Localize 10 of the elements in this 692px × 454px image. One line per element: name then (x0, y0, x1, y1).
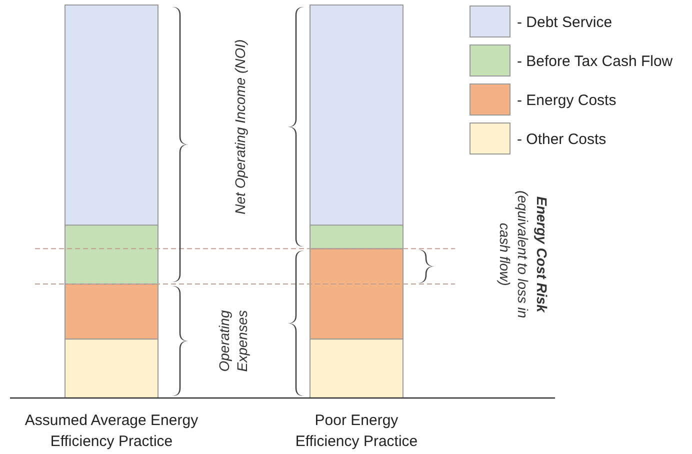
legend-label: - Before Tax Cash Flow (517, 53, 673, 70)
text: (equivalent to loss in cash flow) (497, 190, 531, 318)
x-tick-label: Poor Energy Efficiency Practice (295, 412, 418, 450)
annotation: Net Operating Income (NOI) (232, 39, 248, 214)
annotation: Operating Expenses (216, 310, 250, 372)
legend-label: - Energy Costs (517, 92, 616, 109)
text: Energy Cost Risk (534, 196, 550, 314)
legend-label: - Other Costs (517, 131, 606, 148)
legend-label: - Debt Service (517, 14, 612, 31)
x-tick-label: Assumed Average Energy Efficiency Practice (24, 412, 199, 450)
